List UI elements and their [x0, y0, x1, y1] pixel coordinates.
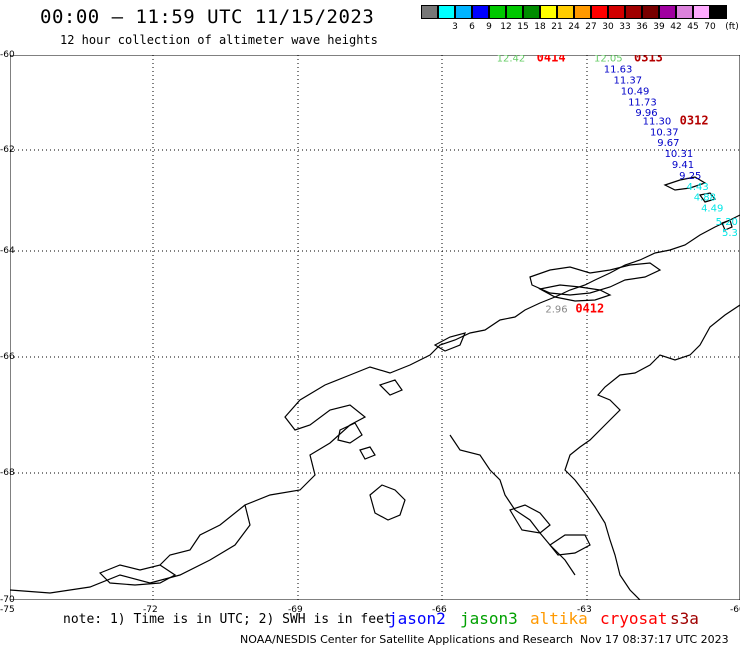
coastline [10, 176, 740, 600]
legend-swatch [676, 5, 693, 19]
pass-id-label: 0414 [537, 55, 566, 65]
graticule [10, 55, 740, 600]
satellite-name: altika [530, 609, 588, 628]
swh-value: 10.49 [621, 86, 650, 97]
footer-note: note: 1) Time is in UTC; 2) SWH is in fe… [63, 612, 392, 627]
swh-value: 4.49 [701, 204, 723, 215]
credit-line: NOAA/NESDIS Center for Satellite Applica… [240, 633, 574, 646]
legend-label: 6 [469, 22, 475, 32]
swh-value: 11.73 [628, 97, 657, 108]
legend-label: 45 [687, 22, 699, 32]
longitude-label: -75 [0, 605, 15, 615]
page-title: 00:00 – 11:59 UTC 11/15/2023 [40, 6, 375, 28]
latitude-label: -62 [0, 145, 15, 155]
legend-swatch [625, 5, 642, 19]
latitude-label: -60 [0, 50, 15, 60]
latitude-label: -70 [0, 595, 15, 605]
swh-value: 10.37 [650, 127, 679, 138]
swh-value: 11.37 [613, 76, 642, 87]
legend-label: 42 [670, 22, 682, 32]
page-subtitle: 12 hour collection of altimeter wave hei… [60, 33, 378, 47]
legend-swatch [472, 5, 489, 19]
legend-swatch [710, 5, 727, 19]
legend-swatch [489, 5, 506, 19]
legend-label: 3 [452, 22, 458, 32]
legend-label: 18 [534, 22, 546, 32]
generation-timestamp: Nov 17 08:37:17 UTC 2023 [580, 633, 729, 646]
legend-swatch [608, 5, 625, 19]
swh-value: 5.20 [716, 217, 738, 228]
swh-value: 12.42 [497, 55, 526, 65]
longitude-label: -72 [143, 605, 158, 615]
swh-value: 9.96 [635, 108, 657, 119]
swh-value: 11.63 [604, 65, 633, 76]
swh-value: 9.67 [657, 138, 679, 149]
satellite-name: jason3 [460, 609, 518, 628]
map-frame [10, 55, 740, 600]
satellite-name: s3a [670, 609, 699, 628]
legend-label: 30 [602, 22, 614, 32]
swh-value: 10.31 [665, 149, 694, 160]
legend-label: 70 [704, 22, 716, 32]
legend-label: 33 [619, 22, 631, 32]
legend-swatch [642, 5, 659, 19]
satellite-name: cryosat [600, 609, 668, 628]
swh-value: 2.96 [545, 304, 567, 315]
legend-swatch [540, 5, 557, 19]
pass-id-label: 0313 [634, 55, 663, 65]
legend-swatch [574, 5, 591, 19]
legend-swatch [455, 5, 472, 19]
satellite-name: jason2 [388, 609, 446, 628]
legend-swatch [591, 5, 608, 19]
legend-swatch [693, 5, 710, 19]
legend-label: 39 [653, 22, 665, 32]
legend-label: 21 [551, 22, 563, 32]
swh-value: 9.25 [679, 171, 701, 182]
legend-swatch [659, 5, 676, 19]
swh-value: 4.43 [686, 182, 708, 193]
legend-label: 27 [585, 22, 597, 32]
swh-value: 11.30 [643, 116, 672, 127]
latitude-label: -66 [0, 352, 15, 362]
swh-value: 5.3 [722, 228, 738, 239]
legend-unit: (ft) [725, 22, 739, 32]
legend-label: 9 [486, 22, 492, 32]
legend-label: 24 [568, 22, 580, 32]
longitude-label: -60 [730, 605, 740, 615]
pass-id-label: 0412 [575, 301, 604, 315]
legend-swatch [438, 5, 455, 19]
legend-label: 36 [636, 22, 648, 32]
swh-value: 4.88 [694, 193, 716, 204]
legend-swatch [421, 5, 438, 19]
legend-swatch [506, 5, 523, 19]
pass-id-label: 0312 [680, 113, 709, 127]
swh-value: 12.05 [594, 55, 623, 65]
legend-swatch [557, 5, 574, 19]
longitude-label: -63 [577, 605, 592, 615]
latitude-label: -68 [0, 468, 15, 478]
legend-label: 12 [500, 22, 512, 32]
latitude-label: -64 [0, 246, 15, 256]
swh-value: 9.41 [672, 160, 694, 171]
longitude-label: -69 [288, 605, 303, 615]
legend-swatch [523, 5, 540, 19]
legend-label: 15 [517, 22, 529, 32]
longitude-label: -66 [432, 605, 447, 615]
